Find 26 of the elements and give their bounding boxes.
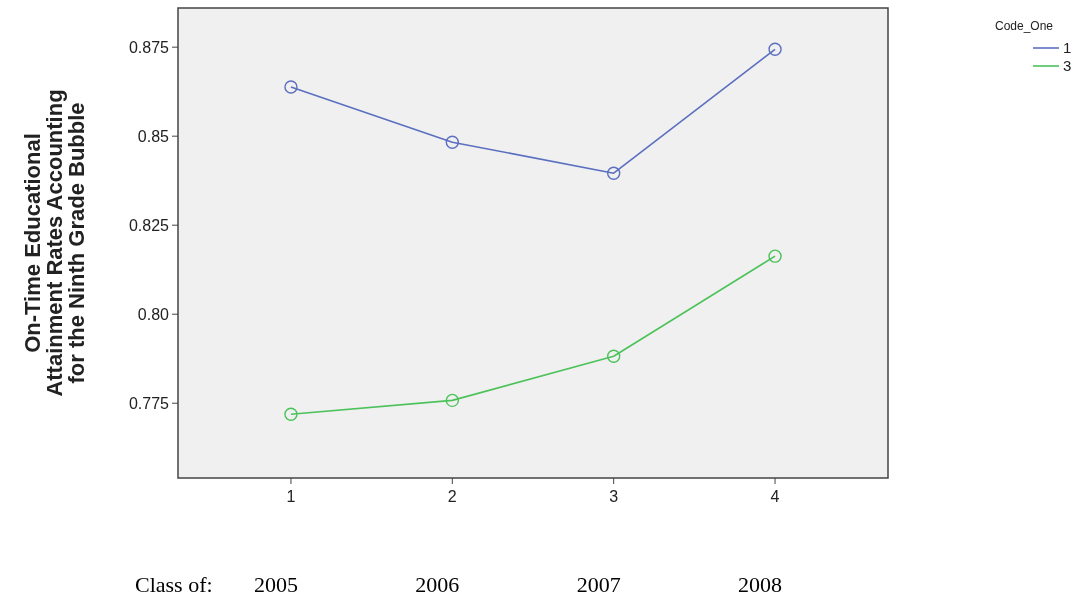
point [768, 249, 782, 263]
point [445, 135, 460, 149]
point [284, 407, 298, 421]
text: 2005 [253, 572, 298, 597]
point [606, 349, 621, 363]
point [284, 80, 298, 94]
x-tick-label: 4 [770, 488, 780, 505]
y-axis-title: On-Time Educational Attainment Rates Accounting for the Ninth Grade Bubble [20, 89, 89, 397]
point [606, 166, 621, 180]
text: 2008 [738, 572, 783, 597]
x-tick-label: 1 [286, 488, 296, 505]
y-tick-label: 0.85 [137, 127, 170, 145]
legend-title: Code_One [995, 19, 1054, 33]
text: 2006 [415, 572, 460, 597]
y-tick-label: 0.875 [128, 38, 170, 56]
y-tick-label: 0.775 [128, 394, 170, 412]
point [445, 393, 460, 408]
text: 2007 [576, 572, 621, 597]
legend-label: 3 [1063, 57, 1072, 75]
point [768, 42, 782, 56]
y-tick-label: 0.825 [128, 216, 170, 234]
text: Class of: [135, 572, 213, 597]
legend-label: 1 [1063, 39, 1072, 57]
x-tick-label: 2 [447, 488, 457, 505]
x-tick-label: 3 [609, 488, 619, 505]
y-tick-label: 0.80 [137, 305, 170, 323]
